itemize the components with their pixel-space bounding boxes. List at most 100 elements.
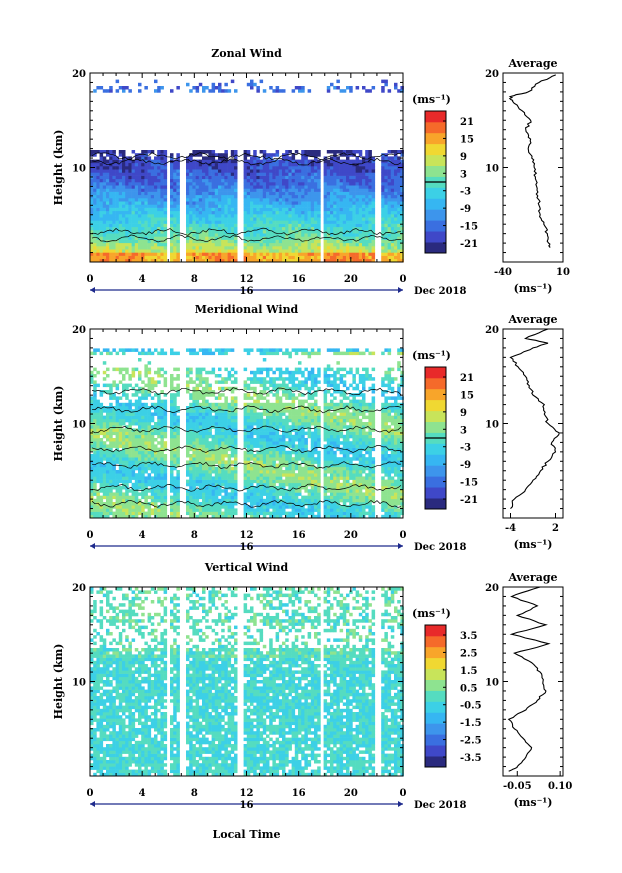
heatmap-cell — [96, 457, 100, 461]
heatmap-cell — [147, 249, 152, 253]
heatmap-cell — [192, 166, 196, 170]
heatmap-cell — [246, 159, 251, 164]
heatmap-cell — [102, 210, 107, 215]
heatmap-cell — [93, 514, 97, 519]
heatmap-cell — [387, 162, 392, 167]
heatmap-cell — [150, 434, 155, 439]
heatmap-cell — [208, 169, 212, 173]
heatmap-cell — [173, 236, 177, 240]
heatmap-cell — [189, 178, 193, 183]
heatmap-cell — [381, 162, 385, 167]
heatmap-cell — [186, 466, 190, 471]
heatmap-cell — [218, 479, 222, 484]
heatmap-cell — [250, 194, 254, 199]
heatmap-cell — [317, 226, 321, 231]
heatmap-cell — [330, 156, 334, 160]
heatmap-cell — [214, 450, 219, 455]
heatmap-cell — [269, 210, 273, 215]
heatmap-cell — [173, 191, 177, 196]
heatmap-cell — [173, 447, 177, 452]
x-tick-label: 4 — [139, 274, 146, 285]
heatmap-cell — [230, 153, 235, 157]
heatmap-cell — [387, 166, 392, 170]
heatmap-cell — [147, 508, 152, 512]
heatmap-cell — [109, 402, 113, 407]
heatmap-cell — [134, 486, 139, 490]
heatmap-cell — [397, 188, 401, 192]
heatmap-cell — [349, 185, 353, 189]
heatmap-cell — [93, 511, 97, 516]
heatmap-cell — [141, 207, 145, 212]
heatmap-cell — [381, 188, 385, 192]
heatmap-cell — [106, 367, 110, 372]
heatmap-cell — [352, 207, 356, 212]
heatmap-cell — [358, 150, 363, 154]
heatmap-cell — [198, 486, 203, 490]
heatmap-cell — [234, 156, 238, 160]
heatmap-cell — [285, 185, 289, 189]
heatmap-cell — [163, 383, 168, 388]
heatmap-cell — [221, 441, 225, 445]
heatmap-cell — [205, 233, 209, 237]
heatmap-cell — [138, 226, 142, 231]
heatmap-cell — [336, 255, 340, 260]
heatmap-cell — [141, 460, 145, 464]
heatmap-cell — [346, 188, 350, 192]
heatmap-cell — [205, 217, 209, 221]
heatmap-cell — [218, 367, 222, 372]
heatmap-cell — [211, 188, 216, 192]
heatmap-cell — [109, 214, 113, 218]
heatmap-cell — [144, 210, 148, 215]
heatmap-cell — [147, 162, 152, 167]
heatmap-cell — [368, 194, 372, 199]
heatmap-cell — [115, 159, 120, 164]
heatmap-cell — [394, 82, 398, 87]
heatmap-cell — [218, 258, 222, 263]
heatmap-cell — [371, 185, 376, 189]
heatmap-cell — [125, 438, 129, 442]
heatmap-cell — [109, 191, 113, 196]
heatmap-cell — [93, 498, 97, 503]
heatmap-cell — [330, 214, 334, 218]
heatmap-cell — [294, 217, 299, 221]
heatmap-cell — [157, 153, 161, 157]
heatmap-cell — [138, 214, 142, 218]
heatmap-cell — [208, 242, 212, 247]
heatmap-cell — [93, 239, 97, 244]
heatmap-cell — [362, 239, 366, 244]
heatmap-cell — [298, 172, 302, 176]
heatmap-cell — [186, 438, 190, 442]
heatmap-cell — [330, 188, 334, 192]
heatmap-cell — [189, 444, 193, 448]
heatmap-cell — [102, 444, 107, 448]
heatmap-cell — [224, 175, 228, 180]
heatmap-cell — [99, 514, 104, 519]
heatmap-cell — [371, 166, 376, 170]
heatmap-cell — [355, 194, 360, 199]
heatmap-cell — [317, 239, 321, 244]
heatmap-cell — [269, 201, 273, 205]
heatmap-cell — [115, 242, 120, 247]
heatmap-cell — [246, 255, 251, 260]
heatmap-cell — [246, 169, 251, 173]
heatmap-cell — [118, 220, 123, 224]
heatmap-cell — [317, 166, 321, 170]
heatmap-cell — [208, 223, 212, 228]
heatmap-cell — [93, 194, 97, 199]
heatmap-cell — [109, 444, 113, 448]
heatmap-cell — [141, 201, 145, 205]
heatmap-cell — [202, 89, 206, 93]
heatmap-cell — [269, 169, 273, 173]
heatmap-cell — [205, 252, 209, 256]
heatmap-cell — [192, 508, 196, 512]
heatmap-cell — [342, 201, 347, 205]
heatmap-cell — [173, 194, 177, 199]
heatmap-cell — [365, 201, 369, 205]
heatmap-cell — [118, 226, 123, 231]
heatmap-cell — [211, 239, 216, 244]
heatmap-cell — [314, 255, 318, 260]
heatmap-cell — [198, 457, 203, 461]
heatmap-cell — [349, 153, 353, 157]
heatmap-cell — [352, 201, 356, 205]
